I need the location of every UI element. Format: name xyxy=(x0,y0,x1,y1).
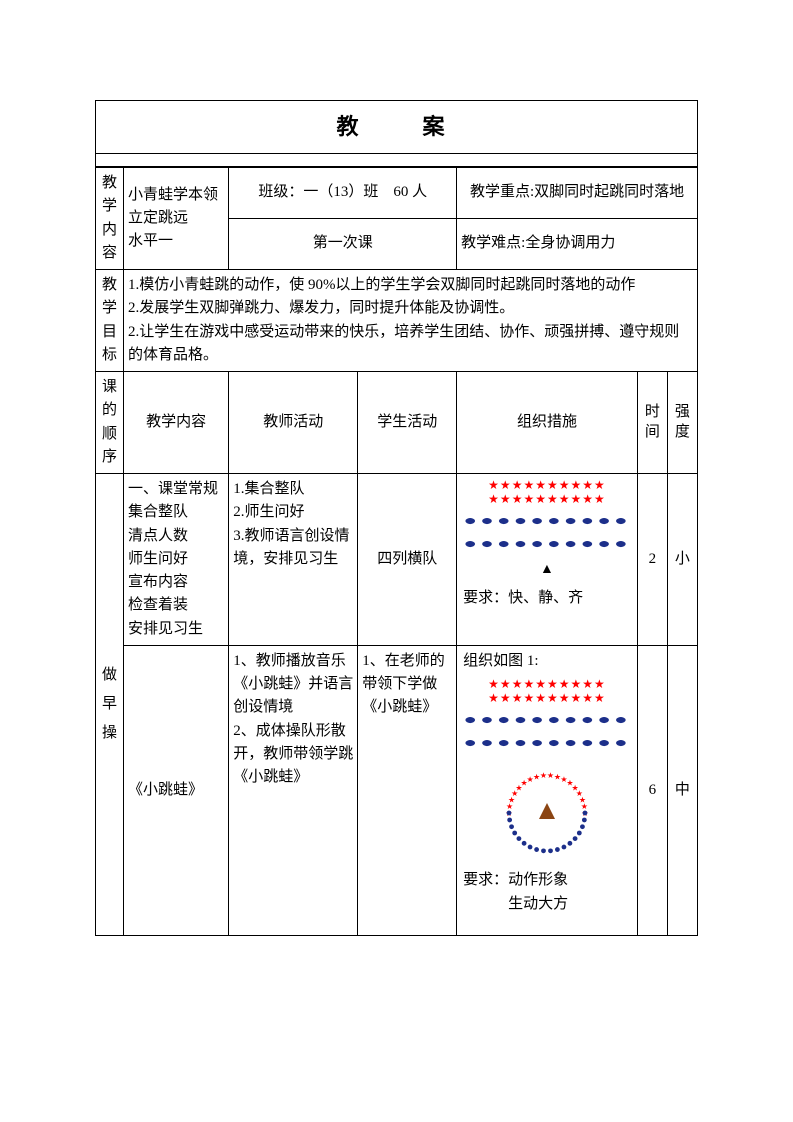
goals-row: 教 学 目 标 1.模仿小青蛙跳的动作，使 90%以上的学生学会双脚同时起跳同时… xyxy=(96,270,698,372)
oval-row-icon: ●●●●●●●●●● xyxy=(463,713,630,728)
lesson-plan-table: 教 学 内 容 小青蛙学本领立定跳远 水平一 班级：一（13）班 60 人 教学… xyxy=(95,167,698,936)
spacer-row xyxy=(95,153,698,167)
row2-org-head: 组织如图 1: xyxy=(461,650,633,673)
lesson-no-cell: 第一次课 xyxy=(229,219,457,270)
star-row-icon: ★★★★★★★★★★ xyxy=(461,691,633,705)
circle-formation-icon: ★★★★★★★★★★★★★★★★★★ xyxy=(497,763,597,863)
label-morning-exercise: 做 早 操 xyxy=(96,474,124,936)
row2-time: 6 xyxy=(637,645,667,935)
goals-text: 1.模仿小青蛙跳的动作，使 90%以上的学生学会双脚同时起跳同时落地的动作 2.… xyxy=(123,270,697,372)
oval-row-icon: ●●●●●●●●●● xyxy=(463,736,630,751)
table-row: 《小跳蛙》 1、教师播放音乐《小跳蛙》并语言创设情境 2、成体操队形散开，教师带… xyxy=(96,645,698,935)
table-header-row: 课 的 顺 序 教学内容 教师活动 学生活动 组织措施 时间 强度 xyxy=(96,372,698,474)
star-row-icon: ★★★★★★★★★★ xyxy=(461,478,633,492)
difficulty-cell: 教学难点:全身协调用力 xyxy=(457,219,698,270)
focus-cell: 教学重点:双脚同时起跳同时落地 xyxy=(457,168,698,219)
col-student-header: 学生活动 xyxy=(358,372,457,474)
col-content-header: 教学内容 xyxy=(123,372,228,474)
row2-requirement: 要求：动作形象 生动大方 xyxy=(461,869,633,916)
page-title: 教案 xyxy=(95,100,698,153)
topic-cell: 小青蛙学本领立定跳远 水平一 xyxy=(123,168,228,270)
table-row: 做 早 操 一、课堂常规 集合整队 清点人数 师生问好 宣布内容 检查着装 安排… xyxy=(96,474,698,646)
star-row-icon: ★★★★★★★★★★ xyxy=(461,677,633,691)
header-row-1: 教 学 内 容 小青蛙学本领立定跳远 水平一 班级：一（13）班 60 人 教学… xyxy=(96,168,698,219)
col-org-header: 组织措施 xyxy=(457,372,638,474)
star-row-icon: ★★★★★★★★★★ xyxy=(461,492,633,506)
title-part-1: 教 xyxy=(336,114,370,139)
row1-student: 四列横队 xyxy=(358,474,457,646)
center-triangle-icon xyxy=(539,803,555,819)
col-intensity-header: 强度 xyxy=(667,372,697,474)
row1-intensity: 小 xyxy=(667,474,697,646)
class-cell: 班级：一（13）班 60 人 xyxy=(229,168,457,219)
col-time-header: 时间 xyxy=(637,372,667,474)
row2-org: 组织如图 1: ★★★★★★★★★★ ★★★★★★★★★★ ●●●●●●●●●●… xyxy=(457,645,638,935)
label-content: 教 学 内 容 xyxy=(96,168,124,270)
row1-org: ★★★★★★★★★★ ★★★★★★★★★★ ●●●●●●●●●● ●●●●●●●… xyxy=(457,474,638,646)
row2-student: 1、在老师的带领下学做《小跳蛙》 xyxy=(358,645,457,935)
row1-time: 2 xyxy=(637,474,667,646)
title-part-2: 案 xyxy=(423,114,457,139)
label-goals: 教 学 目 标 xyxy=(96,270,124,372)
row2-teacher: 1、教师播放音乐《小跳蛙》并语言创设情境 2、成体操队形散开，教师带领学跳《小跳… xyxy=(229,645,358,935)
oval-row-icon: ●●●●●●●●●● xyxy=(463,514,630,529)
oval-row-icon: ●●●●●●●●●● xyxy=(463,537,630,552)
label-sequence: 课 的 顺 序 xyxy=(96,372,124,474)
triangle-icon: ▲ xyxy=(461,559,633,581)
row2-intensity: 中 xyxy=(667,645,697,935)
row1-teacher: 1.集合整队 2.师生问好 3.教师语言创设情境，安排见习生 xyxy=(229,474,358,646)
col-teacher-header: 教师活动 xyxy=(229,372,358,474)
row1-content: 一、课堂常规 集合整队 清点人数 师生问好 宣布内容 检查着装 安排见习生 xyxy=(123,474,228,646)
row1-requirement: 要求：快、静、齐 xyxy=(461,587,633,610)
row2-content: 《小跳蛙》 xyxy=(123,645,228,935)
